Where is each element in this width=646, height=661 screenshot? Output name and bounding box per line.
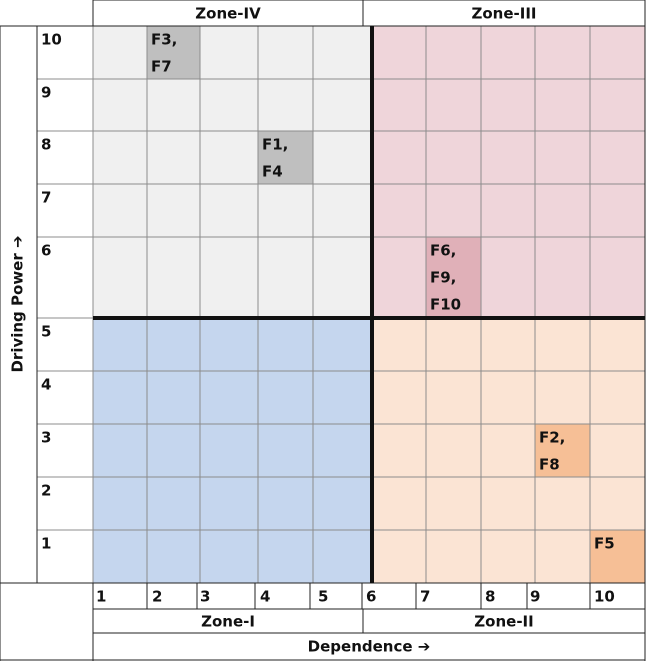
cell-label: F3,: [151, 31, 177, 49]
x-tick-label: 9: [530, 588, 540, 606]
highlight-cell: [147, 26, 200, 79]
x-tick-label: 2: [152, 588, 162, 606]
x-tick-label: 3: [200, 588, 210, 606]
cell-label: F2,: [539, 429, 565, 447]
y-tick-label: 6: [41, 242, 51, 260]
y-tick-label: 2: [41, 482, 51, 500]
highlights: [147, 26, 645, 583]
zone-label: Zone-II: [474, 613, 533, 631]
zone-label: Zone-I: [201, 613, 255, 631]
x-tick-label: 6: [366, 588, 376, 606]
y-tick-label: 4: [41, 376, 51, 394]
highlight-cell: [258, 131, 313, 184]
y-tick-label: 8: [41, 136, 51, 154]
cell-label: F1,: [262, 136, 288, 154]
cell-label: F7: [151, 58, 172, 76]
zone-label: Zone-III: [471, 5, 536, 23]
y-tick-label: 9: [41, 84, 51, 102]
x-axis-title: Dependence ➔: [308, 638, 431, 656]
x-tick-label: 1: [96, 588, 106, 606]
labels: Zone-IV Zone-III Zone-I Zone-II Dependen…: [9, 5, 615, 656]
y-tick-label: 7: [41, 189, 51, 207]
y-tick-label: 3: [41, 429, 51, 447]
cell-label: F8: [539, 456, 560, 474]
highlight-cell: [535, 424, 590, 477]
zone-i-area: [93, 318, 372, 583]
cell-label: F6,: [430, 242, 456, 260]
x-tick-label: 7: [420, 588, 430, 606]
cell-label: F10: [430, 296, 461, 314]
quadrants: [93, 26, 645, 583]
zone-iv-area: [93, 26, 372, 318]
zone-label: Zone-IV: [195, 5, 261, 23]
y-tick-label: 1: [41, 535, 51, 553]
y-tick-label: 10: [41, 31, 62, 49]
highlight-cell: [590, 530, 645, 583]
cell-label: F5: [594, 535, 615, 553]
x-tick-label: 8: [485, 588, 495, 606]
zone-iii-area: [372, 26, 645, 318]
x-tick-label: 5: [318, 588, 328, 606]
highlight-cell: [426, 237, 481, 318]
y-axis-title: Driving Power ➔: [9, 235, 27, 372]
cell-label: F9,: [430, 269, 456, 287]
cell-label: F4: [262, 163, 283, 181]
x-tick-label: 10: [594, 588, 615, 606]
x-tick-label: 4: [260, 588, 270, 606]
y-tick-label: 5: [41, 323, 51, 341]
